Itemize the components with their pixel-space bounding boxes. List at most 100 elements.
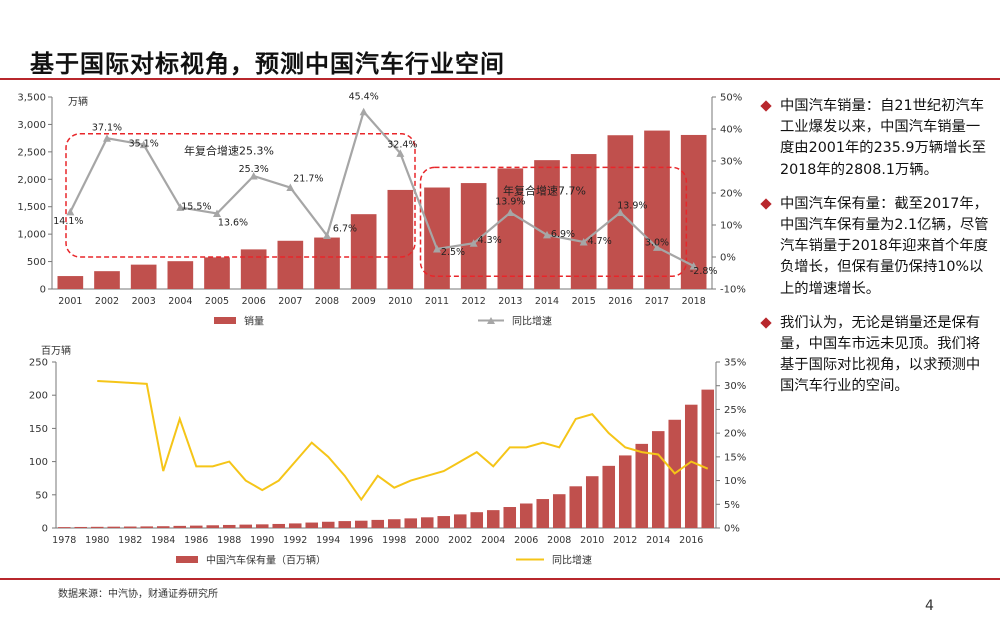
ownership-growth-line bbox=[97, 379, 709, 502]
ownership-bar bbox=[635, 443, 649, 528]
ownership-bar bbox=[173, 525, 187, 528]
ownership-bar bbox=[585, 476, 599, 528]
legend-ownership-swatch bbox=[176, 556, 198, 563]
sales-chart: 0 500 1,000 1,500 2,000 2,500 3,000 3,500 -10% 0%… bbox=[17, 92, 745, 328]
right-tick-label: 25% bbox=[724, 405, 746, 416]
growth-data-label: 14.1% bbox=[53, 216, 83, 227]
sales-bar bbox=[314, 237, 340, 289]
x-tick-label: 2008 bbox=[315, 296, 339, 307]
ownership-bar bbox=[57, 527, 71, 528]
bullet-text: 我们认为，无论是销量还是保有量，中国车市远未见顶。我们将基于国际对比视角，以求预… bbox=[780, 314, 981, 395]
ownership-bar bbox=[305, 522, 319, 528]
ownership-bar bbox=[536, 499, 550, 528]
ownership-bar bbox=[371, 519, 385, 528]
ownership-bar bbox=[156, 526, 170, 528]
sales-bar bbox=[277, 240, 304, 289]
right-tick-label: 5% bbox=[724, 500, 740, 511]
growth-marker bbox=[689, 261, 698, 270]
ownership-bar bbox=[288, 523, 302, 528]
x-tick-label: 2012 bbox=[462, 296, 486, 307]
growth-marker bbox=[103, 134, 111, 142]
left-tick-label: 2,000 bbox=[17, 175, 46, 186]
x-tick-label: 2017 bbox=[645, 296, 669, 307]
growth-marker bbox=[506, 208, 515, 217]
bullet-text: 中国汽车保有量：截至2017年，中国汽车保有量为2.1亿辆，尽管汽车销量于201… bbox=[780, 195, 989, 297]
x-tick-label: 1984 bbox=[151, 535, 175, 546]
growth-marker bbox=[396, 149, 405, 157]
right-tick-label: 20% bbox=[724, 429, 746, 440]
cagr-box-2 bbox=[419, 166, 688, 277]
left-tick-label: 3,500 bbox=[17, 93, 46, 104]
left-tick-label: 0 bbox=[40, 285, 46, 296]
left-tick-label: 0 bbox=[42, 524, 48, 535]
left-tick-label: 100 bbox=[29, 457, 48, 468]
growth-marker bbox=[323, 231, 331, 240]
growth-marker bbox=[139, 140, 148, 149]
ownership-bar bbox=[470, 512, 484, 528]
legend-sales-swatch bbox=[214, 317, 236, 324]
growth-marker bbox=[543, 230, 551, 239]
ownership-bar bbox=[74, 526, 88, 528]
sales-bar bbox=[130, 264, 157, 289]
x-tick-label: 2016 bbox=[679, 535, 703, 546]
growth-data-label: 37.1% bbox=[92, 122, 122, 133]
x-tick-label: 1982 bbox=[118, 535, 142, 546]
growth-marker bbox=[176, 203, 185, 211]
left-tick-label: 2,500 bbox=[17, 147, 46, 158]
ownership-bar bbox=[90, 526, 104, 528]
right-tick-label: 15% bbox=[724, 452, 746, 463]
sales-bar bbox=[387, 189, 414, 289]
ownership-bar bbox=[239, 524, 253, 528]
growth-marker bbox=[249, 172, 258, 180]
left-tick-label: 150 bbox=[29, 424, 48, 435]
footer-rule bbox=[0, 578, 1000, 580]
growth-data-label: 4.3% bbox=[478, 235, 502, 246]
title-rule bbox=[0, 78, 1000, 80]
x-tick-label: 1998 bbox=[382, 535, 406, 546]
x-tick-label: 2014 bbox=[535, 296, 559, 307]
growth-data-label: 6.7% bbox=[333, 224, 357, 235]
x-tick-label: 1978 bbox=[52, 535, 76, 546]
x-tick-label: 2003 bbox=[132, 296, 156, 307]
growth-marker bbox=[616, 208, 625, 217]
ownership-bar bbox=[453, 514, 467, 528]
right-tick-label: 30% bbox=[720, 157, 742, 168]
growth-marker bbox=[433, 245, 441, 253]
growth-data-label: 13.9% bbox=[617, 201, 647, 212]
left-tick-label: 500 bbox=[27, 257, 46, 268]
ownership-bar bbox=[651, 431, 665, 528]
sales-bar bbox=[167, 261, 194, 289]
x-tick-label: 2015 bbox=[572, 296, 596, 307]
sales-bar bbox=[644, 130, 670, 289]
ownership-bar bbox=[486, 510, 500, 528]
right-tick-label: 0% bbox=[720, 253, 736, 264]
x-tick-label: 2013 bbox=[498, 296, 522, 307]
ownership-bar bbox=[437, 516, 451, 528]
ownership-bar bbox=[354, 520, 368, 528]
bullet-conclusion: 我们认为，无论是销量还是保有量，中国车市远未见顶。我们将基于国际对比视角，以求预… bbox=[760, 313, 990, 398]
growth-data-label: 21.7% bbox=[293, 174, 323, 185]
ownership-bar bbox=[107, 526, 121, 528]
left-tick-label: 3,000 bbox=[17, 120, 46, 131]
growth-data-label: 2.5% bbox=[441, 247, 465, 258]
right-tick-label: 35% bbox=[724, 358, 746, 369]
legend-growth-marker bbox=[487, 317, 495, 324]
x-tick-label: 2007 bbox=[278, 296, 302, 307]
sales-bar bbox=[497, 168, 524, 289]
growth-data-label: 6.9% bbox=[551, 229, 575, 240]
legend-growth-label: 同比增速 bbox=[512, 315, 552, 328]
x-tick-label: 2001 bbox=[58, 296, 82, 307]
ownership-bar bbox=[140, 526, 154, 528]
x-tick-label: 1980 bbox=[85, 535, 109, 546]
left-tick-label: 1,500 bbox=[17, 202, 46, 213]
left-tick-label: 1,000 bbox=[17, 230, 46, 241]
ownership-bar bbox=[321, 521, 335, 528]
right-tick-label: 30% bbox=[724, 381, 746, 392]
ownership-bar bbox=[569, 486, 583, 528]
growth-data-label: 4.7% bbox=[588, 236, 612, 247]
x-tick-label: 2002 bbox=[448, 535, 472, 546]
x-tick-label: 2006 bbox=[514, 535, 538, 546]
right-tick-label: 50% bbox=[720, 93, 742, 104]
bullet-text: 中国汽车销量：自21世纪初汽车工业爆发以来，中国汽车销量一度由2001年的235… bbox=[780, 98, 986, 178]
growth-data-label: 13.9% bbox=[495, 197, 525, 208]
